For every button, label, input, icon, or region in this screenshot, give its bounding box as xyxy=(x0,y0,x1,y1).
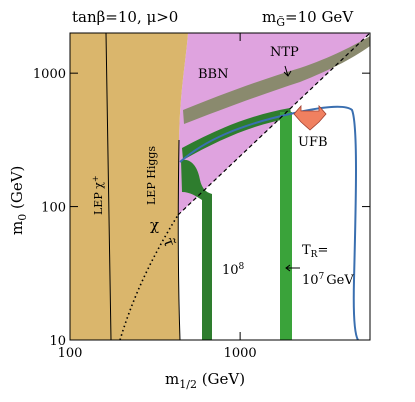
title: tanβ=10, μ>0 xyxy=(72,8,178,26)
base: 10 xyxy=(222,263,239,278)
unit: (GeV) xyxy=(8,166,26,214)
lep-higgs-line xyxy=(177,139,181,341)
tr-arrow xyxy=(285,264,300,272)
unit: (GeV) xyxy=(197,370,245,388)
y-label: m0 (GeV) xyxy=(8,166,29,235)
lep-higgs-label: LEP Higgs xyxy=(145,146,158,205)
tr-low-value: 107 GeV xyxy=(302,272,354,288)
y-tick-label: 100 xyxy=(41,201,66,216)
dotted-line xyxy=(119,214,179,341)
subscript: 1/2 xyxy=(179,378,197,391)
symbol: T xyxy=(302,243,311,258)
green-band-1e8 xyxy=(181,159,212,340)
ntp-label: NTP xyxy=(270,45,299,60)
text: LEP χ xyxy=(92,182,105,215)
bbn-label: BBN xyxy=(198,67,228,82)
x-tick-label: 1000 xyxy=(224,346,257,361)
title-right: mG̃=10 GeV xyxy=(262,8,354,29)
base: 10 xyxy=(302,273,319,288)
y-tick-label: 10 xyxy=(49,334,66,349)
rest: =10 GeV xyxy=(285,8,354,26)
sup: + xyxy=(91,175,100,182)
x-label: m1/2 (GeV) xyxy=(165,370,245,391)
y-tick-label: 1000 xyxy=(33,67,66,82)
symbol: m xyxy=(262,8,276,26)
sup: 7 xyxy=(319,272,325,282)
ntp-band xyxy=(183,36,370,124)
tr-high-label: 108 xyxy=(222,262,245,278)
ufb-arrow xyxy=(293,104,327,131)
symbol: m xyxy=(8,221,26,235)
stau-lsp-line xyxy=(177,32,371,216)
symbol: m xyxy=(165,370,179,388)
subscript: R xyxy=(311,250,318,260)
tr-low-label: TR= xyxy=(302,243,328,260)
green-band-1e7 xyxy=(280,112,292,340)
plot-frame xyxy=(69,32,371,341)
eq: = xyxy=(317,243,328,258)
subscript: G̃ xyxy=(276,16,285,29)
lep-region xyxy=(70,33,188,340)
unit: GeV xyxy=(326,273,354,288)
lep-chargino-label: LEP χ+ xyxy=(91,175,105,215)
ufb-label: UFB xyxy=(298,135,328,150)
ntp-arrow xyxy=(283,65,292,77)
subscript: 0 xyxy=(16,214,29,221)
sup: 8 xyxy=(239,262,245,272)
regions xyxy=(69,32,371,341)
chi-label: χ xyxy=(150,216,159,234)
x-tick-label: 100 xyxy=(58,346,83,361)
blue-curve xyxy=(179,105,359,341)
